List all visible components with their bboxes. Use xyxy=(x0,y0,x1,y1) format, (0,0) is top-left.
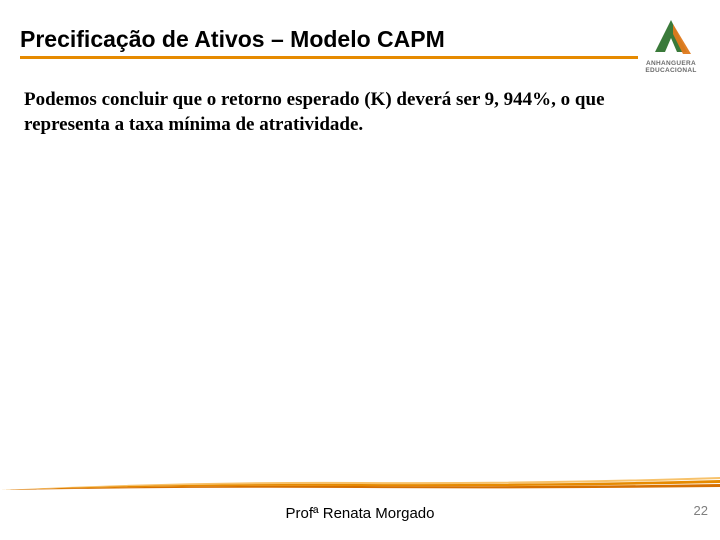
logo-text-line1: ANHANGUERA xyxy=(645,60,696,67)
title-underline xyxy=(20,56,638,59)
slide-body-text: Podemos concluir que o retorno esperado … xyxy=(24,88,680,137)
slide-title: Precificação de Ativos – Modelo CAPM xyxy=(20,26,445,53)
slide-container: ANHANGUERA EDUCACIONAL Precificação de A… xyxy=(0,0,720,540)
footer-divider-bar xyxy=(0,476,720,490)
logo-text: ANHANGUERA EDUCACIONAL xyxy=(645,60,696,74)
logo-mark-icon xyxy=(647,16,695,58)
page-number: 22 xyxy=(694,503,708,518)
logo-text-line2: EDUCACIONAL xyxy=(645,67,696,74)
footer-author: Profª Renata Morgado xyxy=(0,505,720,522)
brand-logo: ANHANGUERA EDUCACIONAL xyxy=(636,10,706,80)
